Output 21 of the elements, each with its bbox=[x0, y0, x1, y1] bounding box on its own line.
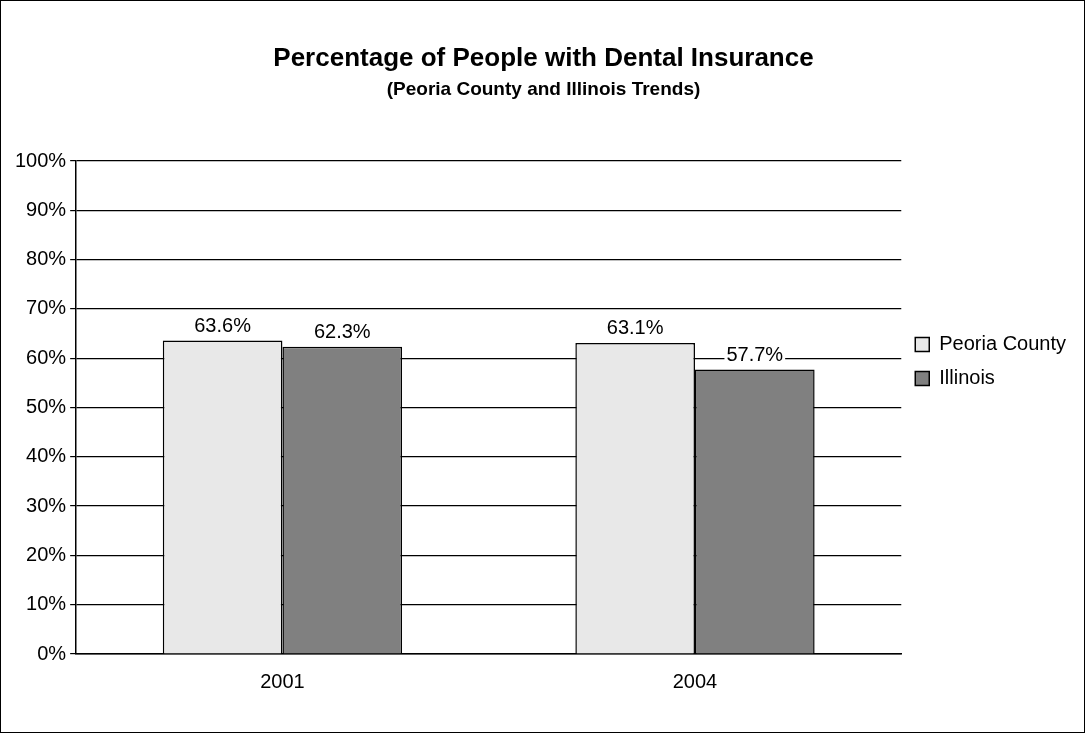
x-tick-label: 2001 bbox=[260, 669, 305, 692]
y-tick-label: 80% bbox=[26, 247, 67, 270]
x-tick-label: 2004 bbox=[672, 669, 718, 692]
chart-subtitle: (Peoria County and Illinois Trends) bbox=[386, 77, 701, 99]
legend-label: Illinois bbox=[939, 366, 995, 389]
data-label: 62.3% bbox=[313, 320, 371, 343]
y-tick-label: 30% bbox=[26, 493, 67, 516]
y-tick-label: 0% bbox=[37, 641, 67, 664]
chart-title: Percentage of People with Dental Insurance bbox=[273, 41, 814, 72]
y-tick-label: 70% bbox=[26, 296, 67, 319]
y-tick-label: 10% bbox=[26, 592, 67, 615]
y-tick-label: 50% bbox=[26, 395, 67, 418]
y-tick-label: 40% bbox=[26, 444, 67, 467]
y-tick-label: 60% bbox=[26, 345, 67, 368]
legend-label: Peoria County bbox=[939, 332, 1067, 355]
data-label: 63.6% bbox=[194, 313, 252, 336]
data-label: 57.7% bbox=[726, 343, 784, 366]
data-label: 63.1% bbox=[606, 316, 664, 339]
y-tick-label: 100% bbox=[15, 148, 67, 171]
y-tick-label: 20% bbox=[26, 542, 67, 565]
y-tick-label: 90% bbox=[26, 197, 67, 220]
